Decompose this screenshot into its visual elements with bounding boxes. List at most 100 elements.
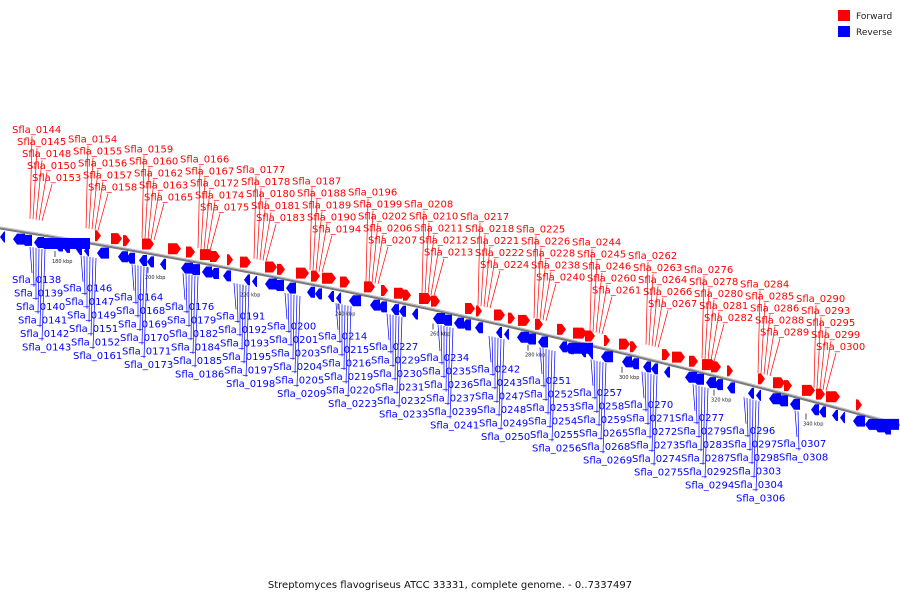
forward-leader-17: [203, 189, 211, 250]
reverse-gene-51: [538, 336, 548, 348]
reverse-leader-87: [751, 399, 754, 465]
reverse-gene-48: [504, 328, 509, 340]
reverse-leader-67: [593, 360, 596, 400]
reverse-leader-82: [702, 387, 706, 465]
reverse-gene-label: Sfla_0239: [428, 407, 477, 418]
forward-leader-28: [318, 223, 328, 272]
reverse-gene-big-a: [40, 238, 90, 250]
reverse-gene-75: [790, 398, 800, 410]
reverse-gene-label: Sfla_0275: [634, 468, 683, 479]
reverse-leader-39: [343, 304, 346, 371]
reverse-leader-21: [190, 275, 193, 341]
reverse-gene-label: Sfla_0249: [479, 418, 528, 429]
reverse-gene-9: [97, 247, 109, 259]
reverse-gene-36: [378, 301, 387, 313]
reverse-leader-55: [491, 336, 494, 376]
reverse-gene-45: [475, 322, 483, 334]
reverse-leader-3: [37, 248, 40, 314]
forward-gene-label: Sfla_0208: [404, 200, 453, 211]
reverse-leader-4: [39, 248, 43, 328]
reverse-gene-32: [336, 292, 341, 304]
reverse-gene-2: [21, 234, 32, 246]
reverse-leader-60: [539, 347, 543, 374]
forward-gene-label: Sfla_0144: [12, 125, 61, 136]
forward-gene-45: [727, 365, 733, 377]
reverse-leader-34: [294, 295, 298, 374]
forward-gene-9: [227, 254, 233, 266]
reverse-leader-90: [794, 410, 798, 438]
reverse-gene-label: Sfla_0192: [218, 325, 267, 336]
forward-gene-label: Sfla_0282: [704, 313, 753, 324]
reverse-gene-label: Sfla_0139: [14, 289, 63, 300]
forward-leader-56: [648, 274, 654, 346]
reverse-gene-12: [126, 252, 135, 264]
tick-label-5: 280 kbp: [525, 353, 545, 359]
forward-gene-17: [340, 276, 350, 288]
forward-leader-71: [816, 317, 822, 389]
reverse-gene-19: [202, 266, 212, 278]
forward-leader-66: [760, 302, 766, 374]
reverse-gene-38: [399, 305, 406, 317]
reverse-gene-label: Sfla_0216: [322, 359, 371, 370]
reverse-leader-81: [700, 386, 703, 452]
reverse-leader-83: [704, 388, 709, 479]
reverse-gene-label: Sfla_0223: [328, 399, 377, 410]
forward-gene-label: Sfla_0163: [139, 180, 188, 191]
forward-gene-12: [265, 261, 277, 273]
reverse-gene-label: Sfla_0268: [581, 442, 630, 453]
reverse-gene-label: Sfla_0215: [320, 345, 369, 356]
forward-gene-2: [123, 235, 130, 247]
forward-leader-14: [153, 203, 165, 241]
reverse-leader-85: [746, 398, 749, 438]
reverse-gene-62: [651, 363, 658, 375]
forward-leader-72: [819, 329, 827, 390]
reverse-leader-52: [447, 327, 451, 406]
forward-leader-23: [262, 212, 272, 261]
reverse-leader-19: [185, 274, 188, 314]
reverse-leader-63: [547, 349, 550, 415]
reverse-gene-21: [223, 270, 231, 282]
reverse-leader-35: [296, 295, 301, 387]
reverse-gene-label: Sfla_0205: [275, 375, 324, 386]
reverse-gene-53: [559, 341, 567, 353]
forward-gene-label: Sfla_0202: [358, 212, 407, 223]
forward-leader-0: [29, 136, 33, 219]
reverse-leader-89: [755, 401, 760, 492]
reverse-gene-0: [0, 231, 5, 243]
forward-gene-3: [142, 238, 154, 250]
forward-gene-label: Sfla_0284: [740, 279, 789, 290]
forward-gene-54: [856, 399, 862, 411]
reverse-leader-13: [134, 264, 137, 305]
forward-gene-1: [111, 233, 122, 245]
forward-leader-49: [545, 283, 557, 321]
forward-leader-13: [150, 191, 160, 240]
forward-gene-41: [672, 351, 685, 363]
forward-gene-29: [508, 312, 515, 324]
forward-leader-34: [377, 246, 389, 284]
forward-leader-25: [309, 187, 313, 270]
forward-gene-label: Sfla_0218: [465, 224, 514, 235]
reverse-gene-15: [160, 258, 166, 270]
reverse-gene-label: Sfla_0248: [477, 405, 526, 416]
reverse-leader-58: [498, 338, 502, 417]
forward-leader-29: [321, 235, 333, 273]
forward-gene-0: [95, 230, 101, 242]
forward-gene-label: Sfla_0154: [68, 135, 117, 146]
tick-label-8: 340 kbp: [803, 421, 823, 427]
forward-leader-16: [200, 177, 206, 249]
reverse-gene-label: Sfla_0185: [173, 356, 222, 367]
reverse-gene-label: Sfla_0149: [67, 311, 116, 322]
reverse-gene-label: Sfla_0138: [12, 275, 61, 286]
forward-gene-label: Sfla_0281: [699, 301, 748, 312]
reverse-leader-88: [753, 400, 757, 478]
forward-leader-7: [91, 169, 99, 230]
forward-gene-label: Sfla_0288: [755, 315, 804, 326]
forward-gene-44: [711, 361, 721, 373]
forward-leader-48: [542, 271, 552, 321]
reverse-gene-label: Sfla_0265: [579, 428, 628, 439]
forward-gene-label: Sfla_0189: [302, 200, 351, 211]
reverse-leader-7: [83, 255, 86, 296]
forward-leader-69: [769, 338, 781, 377]
reverse-gene-label: Sfla_0193: [220, 338, 269, 349]
forward-gene-26: [465, 303, 475, 315]
